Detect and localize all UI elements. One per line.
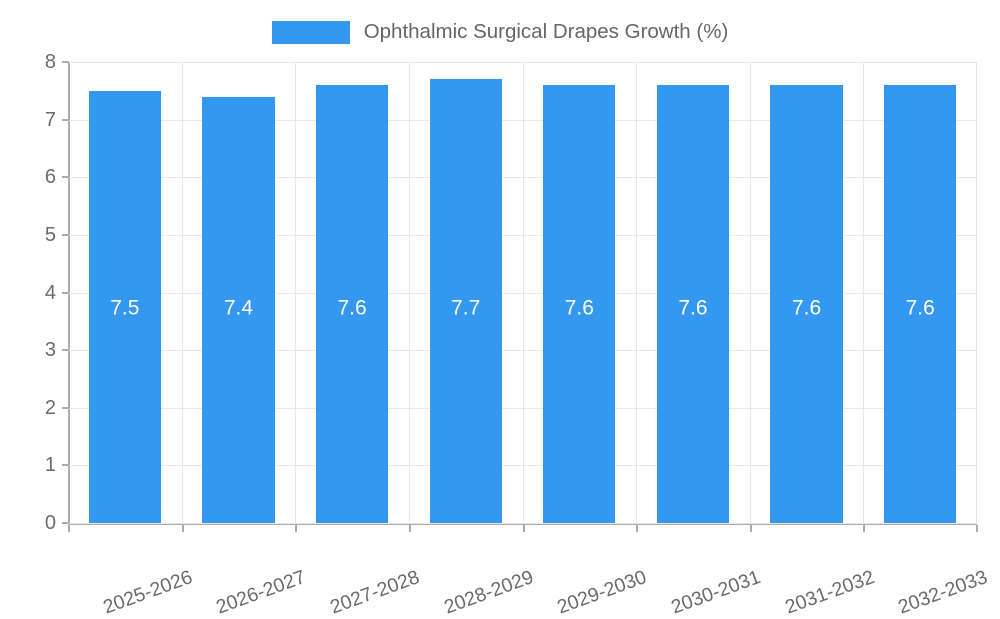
bar-value-label: 7.6 bbox=[905, 296, 935, 320]
y-tick-mark bbox=[62, 406, 69, 409]
x-tick-mark bbox=[863, 525, 866, 532]
x-gridline bbox=[863, 62, 865, 523]
x-gridline bbox=[749, 62, 751, 523]
x-tick-mark bbox=[408, 525, 411, 532]
x-tick-label: 2027-2028 bbox=[327, 566, 423, 619]
y-tick-label: 4 bbox=[44, 281, 56, 304]
x-gridline bbox=[181, 62, 183, 523]
y-tick-label: 1 bbox=[44, 454, 56, 477]
y-tick-label: 8 bbox=[44, 51, 56, 73]
y-tick-mark bbox=[62, 464, 69, 467]
y-tick-mark bbox=[62, 291, 69, 294]
y-gridline bbox=[68, 523, 977, 524]
bar[interactable] bbox=[543, 85, 616, 523]
y-tick-mark bbox=[62, 61, 69, 63]
x-tick-label: 2029-2030 bbox=[554, 566, 650, 619]
x-tick-label: 2032-2033 bbox=[895, 566, 991, 619]
bar[interactable] bbox=[770, 85, 843, 523]
x-gridline bbox=[408, 62, 410, 523]
x-axis-line bbox=[68, 523, 977, 525]
x-tick-label: 2025-2026 bbox=[100, 566, 196, 619]
bar[interactable] bbox=[656, 85, 729, 523]
x-tick-label: 2030-2031 bbox=[668, 566, 764, 619]
bar-value-label: 7.7 bbox=[451, 296, 481, 320]
y-tick-mark bbox=[62, 118, 69, 121]
bar-value-label: 7.6 bbox=[791, 296, 822, 320]
x-tick-mark bbox=[749, 525, 752, 532]
x-gridline bbox=[295, 62, 297, 523]
y-axis-tick-labels: 0 1 2 3 4 5 6 7 8 bbox=[0, 0, 56, 600]
chart-legend: Ophthalmic Surgical Drapes Growth (%) bbox=[0, 16, 1000, 48]
x-gridline bbox=[636, 62, 638, 523]
bar-value-label: 7.6 bbox=[337, 296, 367, 320]
y-tick-mark bbox=[62, 233, 69, 236]
y-tick-label: 3 bbox=[44, 339, 56, 362]
y-tick-mark bbox=[62, 176, 69, 179]
x-tick-mark bbox=[522, 525, 525, 532]
plot-area bbox=[68, 62, 977, 524]
x-tick-label: 2028-2029 bbox=[440, 566, 537, 619]
y-tick-label: 6 bbox=[44, 166, 56, 189]
bar[interactable] bbox=[429, 79, 502, 523]
x-tick-mark bbox=[295, 525, 298, 532]
y-tick-label: 7 bbox=[44, 108, 56, 131]
bar[interactable] bbox=[88, 90, 161, 523]
y-tick-mark bbox=[62, 522, 69, 524]
bar[interactable] bbox=[202, 96, 275, 523]
x-tick-label: 2026-2027 bbox=[213, 566, 309, 619]
x-gridline bbox=[976, 62, 977, 523]
x-tick-mark bbox=[976, 525, 978, 532]
y-tick-label: 2 bbox=[44, 396, 56, 419]
y-tick-label: 5 bbox=[44, 223, 56, 246]
legend-label: Ophthalmic Surgical Drapes Growth (%) bbox=[363, 19, 729, 43]
x-tick-mark bbox=[636, 525, 639, 532]
bar-value-label: 7.5 bbox=[110, 296, 140, 320]
bar-value-label: 7.6 bbox=[678, 296, 708, 320]
bar[interactable] bbox=[315, 85, 389, 523]
legend-color-swatch bbox=[271, 20, 350, 44]
y-tick-mark bbox=[62, 349, 69, 352]
bar-value-label: 7.6 bbox=[564, 296, 594, 320]
x-tick-mark bbox=[181, 525, 184, 532]
bar-value-label: 7.4 bbox=[223, 296, 254, 320]
bar[interactable] bbox=[884, 85, 957, 523]
y-tick-label: 0 bbox=[44, 512, 56, 534]
x-tick-mark bbox=[68, 525, 70, 532]
x-gridline bbox=[522, 62, 524, 523]
x-tick-label: 2031-2032 bbox=[781, 566, 878, 619]
